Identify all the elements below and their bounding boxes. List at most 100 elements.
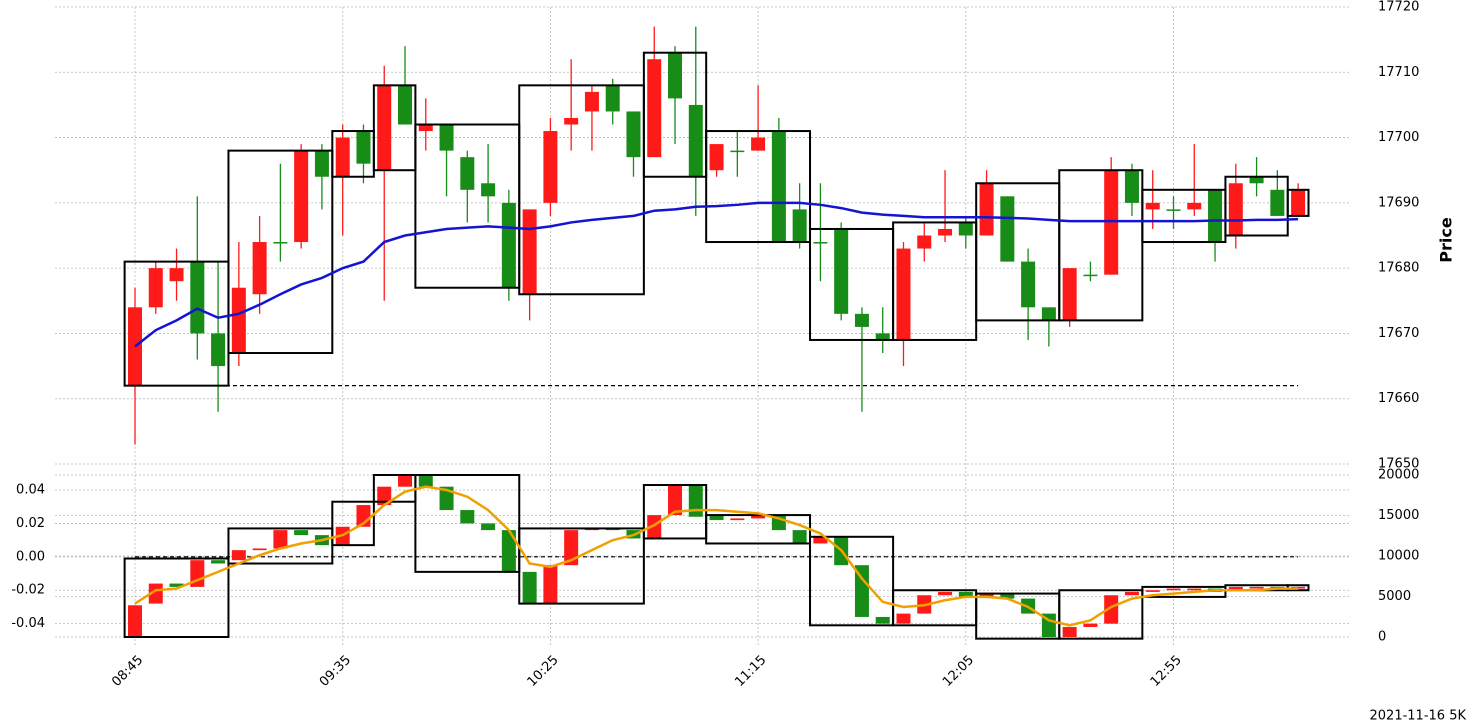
candle-body [543,565,558,604]
average-line [134,485,1299,627]
y-tick-label: -0.02 [11,583,45,598]
x-tick-label: 12:55 [1148,653,1185,690]
range-box [809,227,895,341]
candle-body [958,222,973,236]
candle-body [626,111,641,158]
candle-body [1187,588,1202,591]
candle-body [377,486,392,506]
candle-body [294,530,309,536]
candle-body [1249,586,1264,589]
candle-body [834,228,849,314]
y2-tick-label: 10000 [1378,549,1419,564]
y-tick-label: 17660 [1378,391,1419,406]
candle-body [294,150,309,243]
range-box [1141,585,1227,598]
candle-body [1104,170,1119,275]
range-box [642,484,708,540]
y-tick-label: 17650 [1378,457,1419,472]
candle-body [231,550,246,561]
y-tick-label: 17700 [1378,130,1419,145]
range-box [1058,169,1144,322]
candle-body [273,530,288,549]
candle-body [854,565,869,617]
average-line [134,201,1299,348]
candle-body [584,91,599,112]
range-box [227,149,334,355]
candle-body [792,209,807,243]
candle-body [439,124,454,151]
range-box [518,84,645,296]
candle-body [190,261,205,334]
candle-body [1000,593,1015,599]
candle-body [668,485,683,516]
candle-body [1145,590,1160,592]
candle-body [688,104,703,177]
candle-body [128,605,142,637]
candle-body [751,515,766,519]
y-axis-label: Price [1437,217,1456,263]
candle-body [605,85,620,112]
range-box [518,527,645,605]
y-tick-label: 0.02 [16,516,45,531]
candle-body [896,613,911,624]
candle-body [439,486,454,511]
candle-body [564,530,579,566]
range-box [414,474,521,573]
candle-body [771,131,786,243]
range-box [705,130,812,244]
candle-body [231,287,246,354]
candle-body [1145,202,1160,210]
y-tick-label: 17690 [1378,195,1419,210]
candle-body [688,485,703,517]
candle-body [314,150,329,177]
candle-body [169,268,184,282]
candle-body [813,242,828,244]
range-box [331,500,375,547]
candle-body [958,591,973,597]
candle-body [335,137,350,177]
candle-body [854,313,869,327]
candle-body [647,59,662,158]
candle-body [751,137,766,151]
candle-body [398,85,413,125]
y-tick-label: -0.04 [11,616,45,631]
candle-body [1104,595,1119,624]
candle-body [481,183,496,197]
candle-body [875,616,890,624]
x-tick-label: 08:45 [109,653,146,690]
candle-body [460,157,475,190]
range-box [809,535,895,627]
candle-body [875,333,890,340]
candle-body [1166,588,1181,591]
candle-body [813,536,828,544]
candle-body [1228,586,1243,591]
candle-body [418,475,433,487]
candle-body [169,583,184,587]
candle-body [460,510,475,524]
candle-body [398,475,413,487]
candle-body [418,124,433,132]
range-box [642,51,708,178]
candle-body [148,268,163,308]
candle-body [1228,183,1243,236]
candle-body [148,583,163,604]
y2-tick-label: 20000 [1378,468,1419,483]
candle-body [1249,176,1264,184]
y2-tick-label: 0 [1378,630,1386,645]
x-tick-label: 09:35 [317,653,354,690]
candle-body [252,548,267,551]
candle-body [377,85,392,171]
x-tick-label: 11:15 [732,653,769,690]
candle-body [979,593,994,597]
y-tick-label: 17720 [1378,0,1419,15]
candle-body [647,515,662,539]
candle-body [1062,268,1077,321]
candle-body [709,515,724,521]
candle-body [1124,591,1139,596]
candle-body [1208,189,1223,243]
candle-body [481,523,496,531]
candle-body [938,228,953,236]
candle-body [979,183,994,236]
caption: 2021-11-16 5K [1370,709,1467,724]
